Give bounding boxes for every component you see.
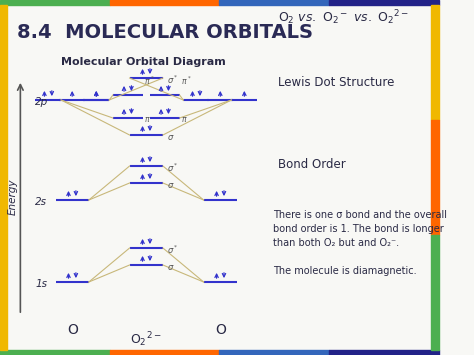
Text: $\sigma$: $\sigma$ — [166, 132, 174, 142]
Bar — [219, 0, 329, 5]
Text: Energy: Energy — [8, 179, 18, 215]
Text: $\pi$: $\pi$ — [145, 115, 151, 125]
Text: $\sigma^*$: $\sigma^*$ — [166, 162, 178, 174]
Bar — [431, 5, 439, 120]
Text: $\sigma^*$: $\sigma^*$ — [166, 244, 178, 256]
Text: There is one σ bond and the overall: There is one σ bond and the overall — [273, 210, 447, 220]
Bar — [431, 120, 439, 235]
Text: $\pi^*$: $\pi^*$ — [182, 75, 192, 87]
Text: $\sigma$: $\sigma$ — [166, 262, 174, 272]
Bar — [109, 350, 219, 355]
Text: O$_2$ $\it{vs.}$ O$_2$$^-$ $\it{vs.}$ O$_2$$^{2-}$: O$_2$ $\it{vs.}$ O$_2$$^-$ $\it{vs.}$ O$… — [278, 9, 409, 27]
Text: 2s: 2s — [35, 197, 47, 207]
Text: bond order is 1. The bond is longer: bond order is 1. The bond is longer — [273, 224, 444, 234]
Bar — [0, 350, 109, 355]
Bar — [0, 5, 8, 350]
Bar — [109, 0, 219, 5]
Text: The molecule is diamagnetic.: The molecule is diamagnetic. — [273, 266, 417, 276]
Bar — [431, 235, 439, 350]
Text: Molecular Orbital Diagram: Molecular Orbital Diagram — [61, 57, 226, 67]
Text: $\sigma$: $\sigma$ — [166, 180, 174, 190]
Text: $\sigma^*$: $\sigma^*$ — [166, 74, 178, 86]
Text: 2p: 2p — [35, 97, 48, 107]
Text: 8.4  MOLECULAR ORBITALS: 8.4 MOLECULAR ORBITALS — [17, 22, 313, 42]
Text: $\pi$: $\pi$ — [182, 115, 188, 125]
Text: O: O — [215, 323, 226, 337]
Bar — [329, 350, 439, 355]
Text: Lewis Dot Structure: Lewis Dot Structure — [278, 76, 394, 88]
Text: than both O₂ but and O₂⁻.: than both O₂ but and O₂⁻. — [273, 238, 399, 248]
Text: O$_2$$^{2-}$: O$_2$$^{2-}$ — [130, 331, 162, 349]
Text: $\pi^*$: $\pi^*$ — [145, 75, 155, 87]
Bar — [329, 0, 439, 5]
Text: Bond Order: Bond Order — [278, 158, 346, 171]
Bar — [219, 350, 329, 355]
Text: 1s: 1s — [35, 279, 47, 289]
Bar — [0, 0, 109, 5]
Text: O: O — [67, 323, 78, 337]
